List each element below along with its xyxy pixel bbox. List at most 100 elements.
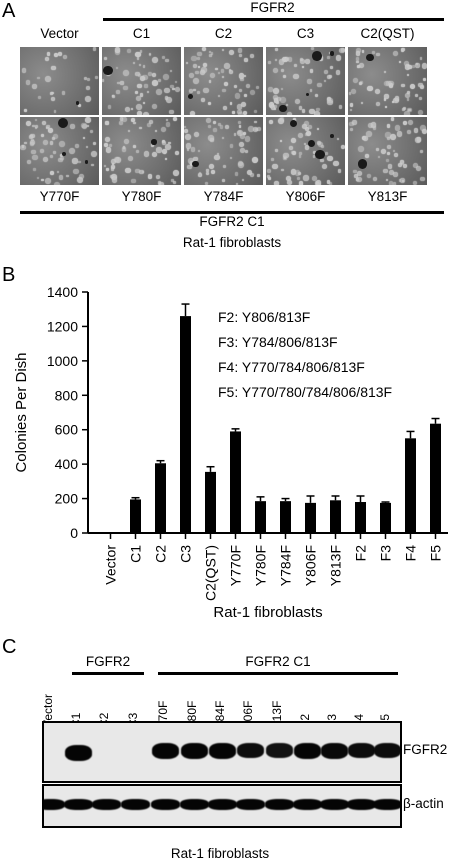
fgfr2-group-label: FGFR2 — [250, 0, 295, 15]
chart-annotation: F3: Y784/806/813F — [218, 334, 338, 350]
beta-actin-band — [293, 799, 322, 810]
fgfr2-band — [294, 743, 321, 759]
fgfr2-blot-group-line — [72, 672, 144, 675]
x-tick-label: Y780F — [253, 545, 269, 586]
micrograph-bottom-label: Y784F — [203, 189, 244, 204]
fgfr2-band — [237, 743, 264, 759]
bar — [255, 501, 266, 533]
y-tick-label: 400 — [55, 456, 79, 472]
beta-actin-blot — [42, 784, 402, 828]
micrograph-bottom-label: Y770F — [39, 189, 80, 204]
x-tick-label: C2(QST) — [203, 545, 219, 601]
panel-b-letter: B — [2, 264, 16, 286]
fgfr2-band — [181, 743, 208, 759]
x-tick-label: F2 — [353, 545, 369, 562]
fgfr2-c1-blot-group-label: FGFR2 C1 — [245, 654, 311, 669]
panel-c-letter: C — [2, 636, 17, 658]
fgfr2-blot-label: FGFR2 — [403, 742, 448, 757]
fgfr2-group-line — [103, 18, 444, 21]
fgfr2-blot — [42, 721, 402, 783]
bar — [230, 431, 241, 533]
micrograph-top-label: C2(QST) — [360, 26, 415, 41]
beta-actin-band — [151, 799, 180, 810]
x-tick-label: C1 — [128, 545, 144, 563]
x-tick-label: Y813F — [328, 545, 344, 586]
fgfr2-c1-group-line — [20, 211, 444, 214]
chart-annotation: F4: Y770/784/806/813F — [218, 359, 365, 375]
fgfr2-c1-blot-group-line — [158, 672, 398, 675]
colony-micrograph — [184, 117, 263, 185]
y-tick-label: 800 — [55, 387, 79, 403]
panel-a-letter: A — [2, 0, 16, 22]
micrograph-bottom-label: Y780F — [121, 189, 162, 204]
beta-actin-blot-label: β-actin — [403, 796, 444, 811]
beta-actin-band — [347, 799, 376, 810]
fgfr2-band — [209, 743, 236, 759]
beta-actin-band — [92, 799, 121, 810]
colony-micrograph — [20, 117, 99, 185]
bar — [330, 500, 341, 533]
panel-c-caption: Rat-1 fibroblasts — [170, 846, 270, 861]
micrograph-bottom-label: Y806F — [285, 189, 326, 204]
fgfr2-band — [374, 743, 400, 759]
bar — [405, 438, 416, 533]
x-tick-label: Y770F — [228, 545, 244, 586]
beta-actin-band — [236, 799, 265, 810]
micrograph-top-label: Vector — [40, 26, 79, 41]
colony-micrograph — [266, 47, 345, 115]
y-axis-label: Colonies Per Dish — [13, 352, 30, 472]
bar — [180, 316, 191, 533]
y-tick-label: 200 — [55, 491, 79, 507]
x-tick-label: Y806F — [303, 545, 319, 586]
bar — [205, 471, 216, 533]
bar — [305, 502, 316, 533]
fgfr2-band — [348, 743, 375, 759]
x-tick-label: F4 — [403, 545, 419, 562]
fgfr2-band — [152, 743, 179, 759]
x-tick-label: C3 — [178, 545, 194, 563]
x-tick-label: Y784F — [278, 545, 294, 586]
panel-a-caption: Rat-1 fibroblasts — [182, 235, 282, 250]
fgfr2-blot-group-label: FGFR2 — [85, 654, 131, 669]
colony-micrograph — [184, 47, 263, 115]
fgfr2-c1-group-label: FGFR2 C1 — [199, 214, 265, 229]
x-tick-label: F3 — [378, 545, 394, 562]
x-axis-label: Rat-1 fibroblasts — [213, 604, 322, 621]
bar — [380, 502, 391, 533]
bar — [430, 423, 441, 533]
bar — [355, 502, 366, 533]
x-tick-label: C2 — [153, 545, 169, 563]
beta-actin-band — [64, 799, 93, 810]
colony-micrograph — [348, 117, 427, 185]
chart-annotation: F5: Y770/780/784/806/813F — [218, 384, 392, 400]
bar — [280, 501, 291, 533]
fgfr2-band — [266, 743, 293, 758]
chart-annotation: F2: Y806/813F — [218, 309, 310, 325]
y-tick-label: 1200 — [47, 318, 78, 334]
fgfr2-band — [65, 745, 92, 761]
bar — [155, 463, 166, 533]
fgfr2-band — [321, 743, 348, 759]
x-tick-label: F5 — [428, 545, 444, 562]
y-tick-label: 1400 — [47, 284, 78, 300]
colony-micrograph — [266, 117, 345, 185]
beta-actin-band — [208, 799, 237, 810]
x-tick-label: Vector — [103, 545, 119, 585]
y-tick-label: 1000 — [47, 353, 78, 369]
colony-micrograph — [20, 47, 99, 115]
colony-micrograph — [102, 117, 181, 185]
beta-actin-band — [320, 799, 349, 810]
beta-actin-band — [121, 799, 150, 810]
micrograph-top-label: C1 — [132, 26, 151, 41]
y-tick-label: 600 — [55, 422, 79, 438]
beta-actin-band — [180, 799, 209, 810]
colony-micrograph — [102, 47, 181, 115]
beta-actin-band — [265, 799, 294, 810]
micrograph-bottom-label: Y813F — [367, 189, 408, 204]
y-tick-label: 0 — [70, 525, 78, 541]
colonies-bar-chart: 0 200 400 600 800 1000 1200 1400 Colonies Per Di… — [13, 284, 448, 621]
micrograph-top-label: C2 — [214, 26, 233, 41]
colony-micrograph — [348, 47, 427, 115]
micrograph-top-label: C3 — [296, 26, 315, 41]
beta-actin-band — [373, 799, 400, 810]
